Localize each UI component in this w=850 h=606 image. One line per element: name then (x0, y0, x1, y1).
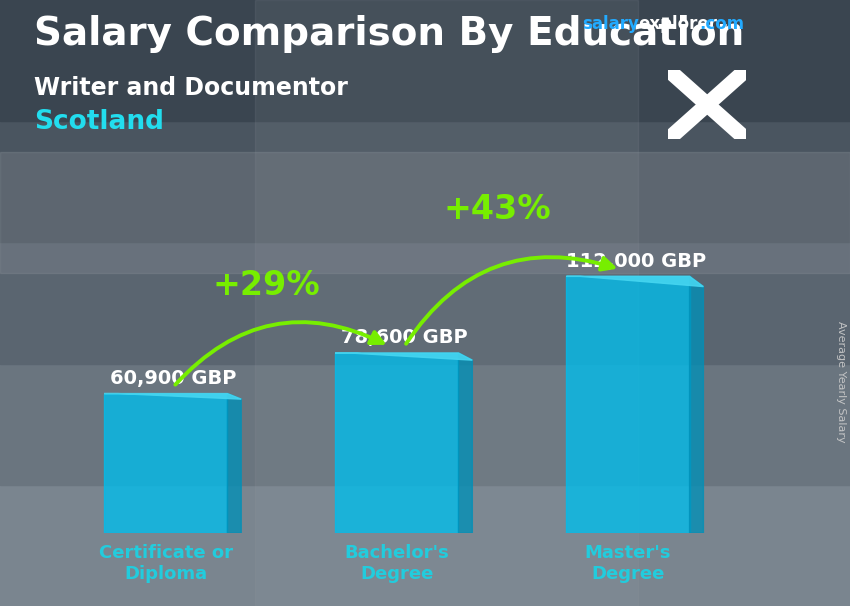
Polygon shape (458, 353, 473, 533)
Text: 112,000 GBP: 112,000 GBP (565, 251, 706, 271)
Bar (335, 353, 458, 533)
Text: Writer and Documentor: Writer and Documentor (34, 76, 348, 100)
Text: salary: salary (582, 15, 639, 33)
Text: 60,900 GBP: 60,900 GBP (110, 369, 236, 388)
Bar (104, 393, 227, 533)
Polygon shape (566, 276, 704, 287)
Bar (0, 364, 850, 485)
Text: Average Yearly Salary: Average Yearly Salary (836, 321, 846, 442)
Polygon shape (227, 393, 241, 533)
Text: 78,600 GBP: 78,600 GBP (341, 328, 468, 347)
Bar (255, 0, 638, 606)
Bar (0, 485, 850, 606)
Bar (0, 242, 850, 364)
Polygon shape (335, 353, 473, 360)
Bar (0, 0, 850, 121)
Text: .com: .com (700, 15, 745, 33)
Bar (566, 276, 689, 533)
Text: +43%: +43% (443, 193, 551, 226)
Polygon shape (104, 393, 241, 399)
Polygon shape (689, 276, 704, 533)
Text: explorer: explorer (638, 15, 717, 33)
Text: +29%: +29% (212, 270, 320, 302)
Bar (0, 121, 850, 242)
Text: Salary Comparison By Education: Salary Comparison By Education (34, 15, 745, 53)
Bar (0, 152, 850, 273)
Text: Scotland: Scotland (34, 109, 164, 135)
